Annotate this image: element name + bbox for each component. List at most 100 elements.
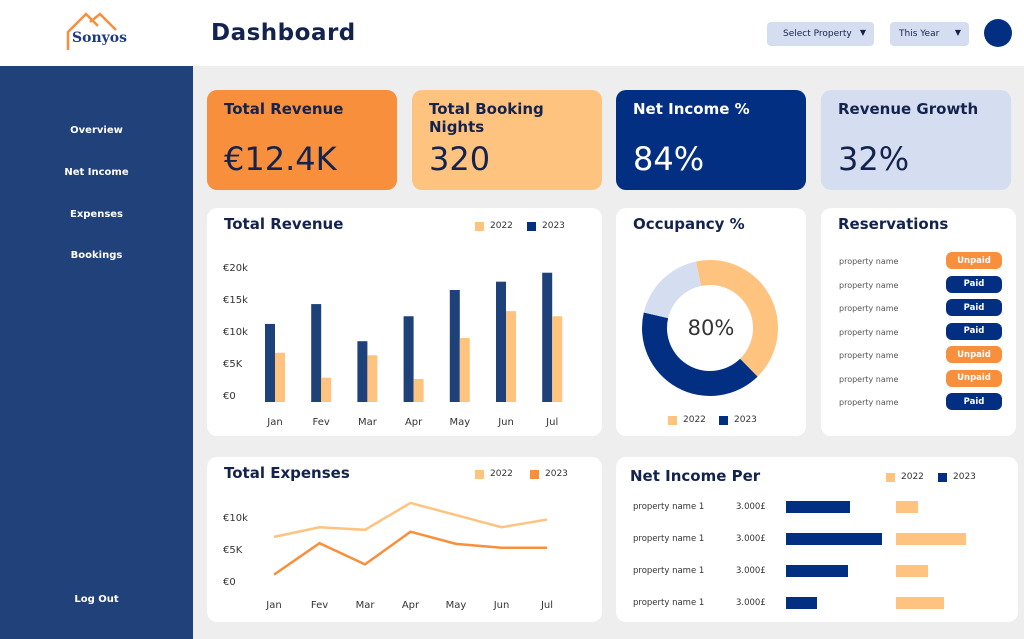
net-income-bar-2022: [896, 533, 966, 545]
bar-2022: [506, 311, 516, 402]
status-badge[interactable]: Paid: [946, 299, 1002, 316]
status-badge[interactable]: Paid: [946, 393, 1002, 410]
occupancy-donut-chart: [642, 260, 778, 396]
net-income-bar-2023: [786, 533, 882, 545]
line-series-2023: [273, 530, 547, 576]
bar-2022: [321, 377, 332, 402]
logout-button[interactable]: Log Out: [74, 594, 119, 605]
kpi-total-revenue: Total Revenue €12.4K: [207, 90, 397, 190]
legend-2023: 2023: [938, 472, 976, 482]
property-select-label: Select Property: [783, 29, 852, 39]
kpi-title: Revenue Growth: [838, 100, 979, 118]
legend-swatch: [475, 469, 484, 479]
expenses-line-chart: €0 €5K €10k Jan Fev Mar Apr May Jun Jul: [223, 501, 553, 611]
x-tick-label: Apr: [405, 417, 423, 428]
bar-2023: [542, 272, 553, 402]
chevron-down-icon: ▼: [954, 28, 961, 37]
net-income-bar-2022: [896, 597, 944, 609]
legend-swatch: [668, 415, 677, 425]
legend-2022: 2022: [475, 221, 513, 231]
legend-swatch: [530, 469, 539, 479]
net-income-bar-2023: [786, 565, 848, 577]
reservation-property-name: property name: [839, 280, 899, 290]
net-income-property-name: property name 1: [633, 566, 705, 576]
reservations-title: Reservations: [838, 215, 949, 233]
kpi-title: Total Booking Nights: [429, 100, 544, 136]
status-badge[interactable]: Unpaid: [946, 252, 1002, 269]
reservation-property-name: property name: [839, 304, 899, 313]
sidebar-item-bookings[interactable]: Bookings: [70, 250, 123, 261]
sidebar-item-expenses[interactable]: Expenses: [69, 209, 124, 220]
kpi-net-income: Net Income % 84%: [616, 90, 806, 190]
bar-2023: [265, 323, 275, 402]
x-tick-label: Fev: [313, 417, 330, 428]
net-income-bar-2022: [896, 501, 918, 513]
bar-2023: [357, 341, 368, 402]
reservation-property-name: property name: [839, 398, 899, 407]
x-tick-label: Jun: [493, 600, 510, 611]
legend-2022: 2022: [886, 472, 924, 482]
donut-slice: [695, 260, 778, 377]
kpi-title: Net Income %: [633, 100, 750, 118]
legend-2023: 2023: [530, 469, 568, 479]
net-income-value: 3.000£: [736, 502, 766, 512]
x-tick-label: Jul: [540, 600, 553, 611]
period-select-label: This Year: [899, 29, 940, 39]
y-tick-label: €20k: [223, 263, 248, 274]
y-tick-label: €10k: [223, 327, 248, 338]
x-tick-label: Mar: [356, 600, 376, 611]
x-tick-label: Mar: [358, 417, 378, 428]
net-income-value: 3.000£: [736, 598, 766, 608]
legend-swatch: [527, 221, 536, 231]
legend-2022: 2022: [668, 415, 706, 425]
bar-2022: [459, 338, 470, 402]
x-tick-label: Jun: [497, 417, 514, 428]
x-tick-label: Jul: [545, 417, 558, 428]
x-tick-label: May: [446, 600, 467, 611]
net-income-bar-2022: [896, 565, 928, 577]
x-tick-label: Jan: [265, 600, 281, 611]
legend-swatch: [886, 472, 895, 482]
kpi-booking-nights: Total Booking Nights 320: [412, 90, 602, 190]
sidebar-item-net-income[interactable]: Net Income: [64, 167, 129, 178]
status-badge[interactable]: Paid: [946, 275, 1002, 293]
donut-slice: [642, 312, 758, 396]
net-income-per-card: Net Income Per 2022 2023 property name 1…: [616, 457, 1018, 622]
reservations-card: Reservations property name Unpaid property…: [821, 208, 1016, 436]
kpi-value: 320: [429, 140, 491, 178]
net-income-bar-2023: [786, 597, 817, 609]
avatar[interactable]: [984, 19, 1012, 47]
donut-slice: [643, 261, 702, 319]
house-logo-icon: [66, 12, 117, 50]
logo[interactable]: Sonyos: [64, 12, 134, 54]
kpi-revenue-growth: Revenue Growth 32%: [821, 90, 1011, 190]
status-badge[interactable]: Paid: [946, 322, 1002, 340]
status-badge[interactable]: Unpaid: [946, 346, 1002, 363]
period-select[interactable]: This Year ▼: [890, 22, 969, 46]
expenses-chart-card: Total Expenses 2022 2023 €0 €5K €10k Jan Fev…: [207, 457, 602, 622]
y-tick-label: €5K: [223, 545, 243, 556]
legend-swatch: [938, 472, 947, 482]
bar-2022: [275, 352, 285, 402]
kpi-title: Total Revenue: [224, 100, 344, 118]
reservation-property-name: property name: [839, 351, 899, 360]
net-income-property-name: property name 1: [633, 534, 705, 544]
occupancy-card: Occupancy % 80% 2022 2023: [616, 208, 806, 436]
chart-title: Total Expenses: [224, 464, 350, 482]
legend-swatch: [475, 221, 484, 231]
x-tick-label: Apr: [402, 600, 420, 611]
sidebar-item-overview[interactable]: Overview: [70, 125, 123, 136]
y-tick-label: €0: [223, 391, 236, 402]
property-select[interactable]: Select Property ▼: [767, 22, 874, 46]
kpi-value: €12.4K: [224, 140, 337, 178]
x-tick-label: Jan: [266, 417, 282, 428]
bar-2022: [413, 378, 424, 402]
y-tick-label: €0: [223, 577, 236, 588]
y-tick-label: €15k: [223, 295, 248, 306]
sidebar: Overview Net Income Expenses Bookings Lo…: [0, 66, 193, 639]
status-badge[interactable]: Unpaid: [946, 369, 1002, 387]
page-title: Dashboard: [211, 20, 356, 46]
y-tick-label: €10k: [223, 513, 248, 524]
x-tick-label: Fev: [311, 600, 328, 611]
occupancy-value: 80%: [687, 316, 735, 340]
